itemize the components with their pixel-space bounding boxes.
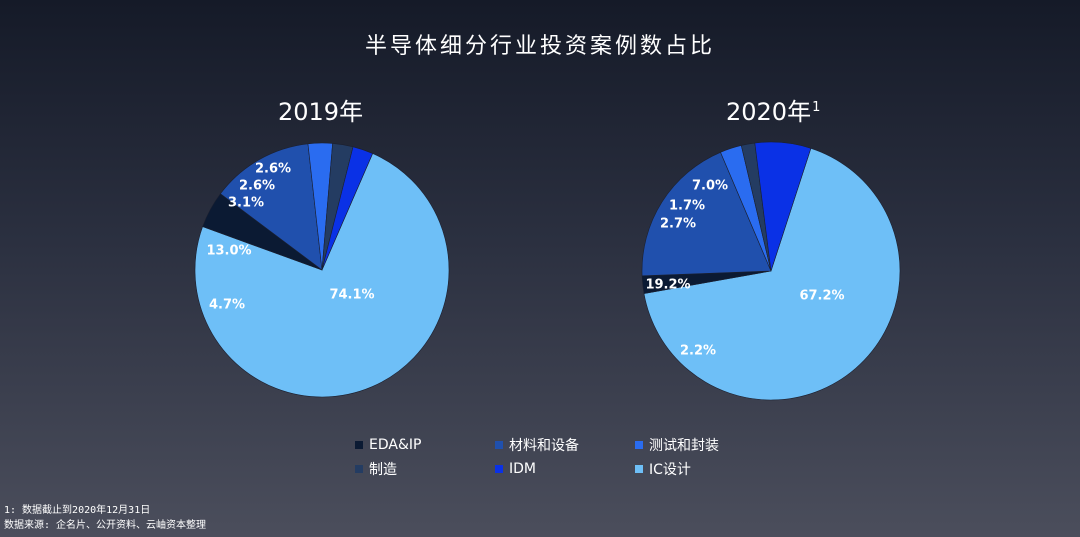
pie-2020-label-manufacturing: 1.7% (669, 199, 705, 214)
pie-2019-slice-idm (321, 146, 374, 271)
pie-2020-label-testing-packaging: 2.7% (660, 217, 696, 232)
legend-label-testing-packaging: 测试和封装 (649, 438, 719, 454)
pie-2020-slice-materials-equipment (641, 151, 772, 277)
legend-item-testing-packaging: 测试和封装 (635, 436, 795, 454)
pie-2019-label-materials-equipment: 13.0% (206, 244, 251, 259)
pie-2019-label-idm: 2.6% (255, 162, 291, 177)
pie-2019-label-eda-ip: 4.7% (209, 298, 245, 313)
footnote-date: 1: 数据截止到2020年12月31日 (4, 505, 151, 516)
legend-item-materials-equipment: 材料和设备 (495, 436, 635, 454)
chart-title-2020-sup: 1 (812, 100, 821, 115)
legend-item-ic-design: IC设计 (635, 460, 795, 478)
chart-title-2020-text: 2020年 (726, 98, 812, 126)
legend-swatch-materials-equipment (495, 441, 503, 449)
legend-label-ic-design: IC设计 (649, 462, 691, 478)
pie-2019-label-ic-design: 74.1% (329, 288, 374, 303)
legend-item-eda-ip: EDA&IP (355, 436, 495, 454)
pie-2020-slice-idm (754, 141, 812, 272)
chart-title-2019: 2019年 (278, 92, 364, 127)
legend-label-materials-equipment: 材料和设备 (509, 438, 579, 454)
pie-2019-slice-ic-design (194, 153, 450, 398)
legend-swatch-testing-packaging (635, 441, 643, 449)
legend-label-eda-ip: EDA&IP (369, 437, 422, 453)
legend: EDA&IP 材料和设备 测试和封装 制造 IDM IC设计 (355, 436, 795, 478)
pie-2019-label-manufacturing: 2.6% (239, 179, 275, 194)
legend-swatch-manufacturing (355, 465, 363, 473)
pie-2020-slice-ic-design (643, 147, 901, 401)
pie-2020-label-materials-equipment: 19.2% (645, 278, 690, 293)
footnote-source: 数据来源: 企名片、公开资料、云岫资本整理 (4, 520, 207, 531)
pie-2019-slice-materials-equipment (220, 143, 323, 271)
pie-2020: 67.2% 2.2% 19.2% 2.7% 1.7% 7.0% (641, 141, 901, 401)
footnotes: 1: 数据截止到2020年12月31日 数据来源: 企名片、公开资料、云岫资本整… (4, 503, 206, 533)
legend-label-idm: IDM (509, 461, 536, 477)
pie-2020-label-idm: 7.0% (692, 179, 728, 194)
pie-2020-label-eda-ip: 2.2% (680, 344, 716, 359)
pie-2019-label-testing-packaging: 3.1% (228, 196, 264, 211)
legend-label-manufacturing: 制造 (369, 462, 397, 478)
page-title: 半导体细分行业投资案例数占比 (364, 34, 715, 59)
legend-swatch-idm (495, 465, 503, 473)
legend-swatch-ic-design (635, 465, 643, 473)
pie-2020-label-ic-design: 67.2% (799, 289, 844, 304)
legend-item-idm: IDM (495, 460, 635, 478)
chart-title-2019-text: 2019年 (278, 98, 364, 126)
legend-swatch-eda-ip (355, 441, 363, 449)
chart-title-2020: 2020年1 (726, 92, 820, 127)
pie-2019: 74.1% 4.7% 13.0% 3.1% 2.6% 2.6% (194, 142, 450, 398)
legend-item-manufacturing: 制造 (355, 460, 495, 478)
